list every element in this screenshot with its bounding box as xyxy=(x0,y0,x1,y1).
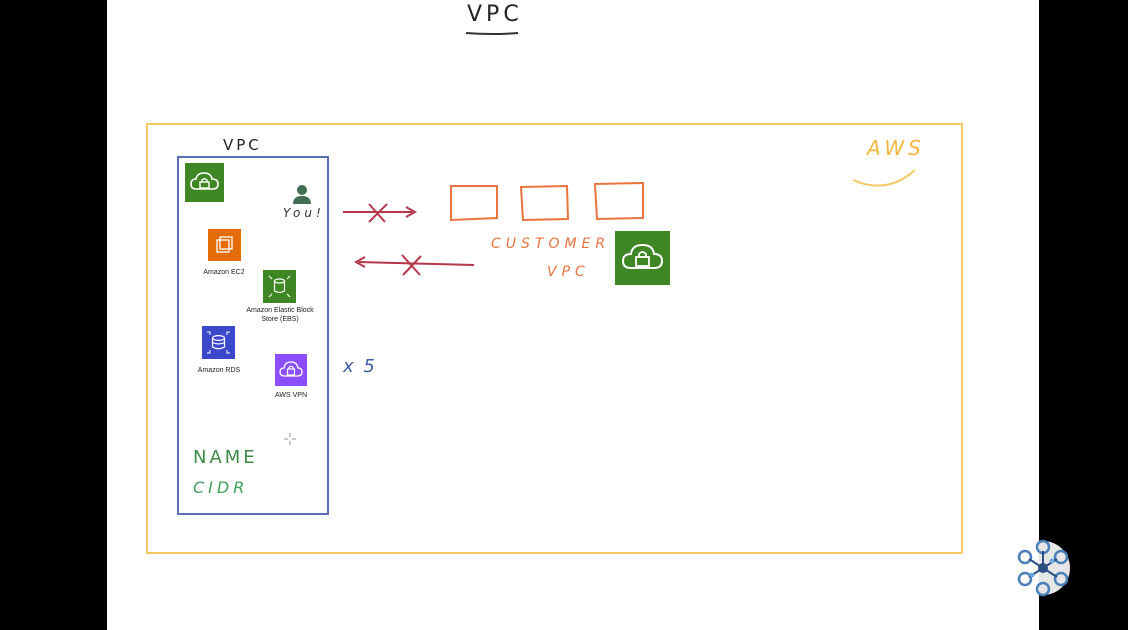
ec2-icon xyxy=(208,229,241,261)
aws-underline xyxy=(852,169,916,187)
aws-label: AWS xyxy=(867,136,925,160)
title-underline xyxy=(465,32,519,35)
rds-icon xyxy=(202,326,235,359)
vpn-label: AWS VPN xyxy=(274,392,308,399)
ebs-icon xyxy=(263,270,296,303)
ebs-label: Amazon Elastic Block Store (EBS) xyxy=(246,307,314,323)
rds-label: Amazon RDS xyxy=(197,367,241,374)
customer-box-1 xyxy=(450,185,498,222)
diagram-lines xyxy=(146,32,963,554)
customer-label: CUSTOMER xyxy=(491,236,611,252)
customer-box-3 xyxy=(593,181,644,221)
you-label: You! xyxy=(283,206,325,220)
cursor-crosshair xyxy=(284,433,296,445)
arrow-from-customer xyxy=(358,261,475,266)
vpn-icon xyxy=(275,354,307,386)
ec2-label: Amazon EC2 xyxy=(203,269,245,276)
arrow-left-cross xyxy=(401,254,422,276)
vpc-box-label: VPC xyxy=(223,136,262,154)
vpc-cloud-lock-icon xyxy=(185,163,224,202)
page-title: VPC xyxy=(467,2,523,27)
network-logo-icon xyxy=(1012,537,1074,599)
customer-box-2 xyxy=(519,184,570,222)
vpc-boundary xyxy=(177,156,329,515)
aws-boundary xyxy=(146,123,963,554)
customer-vpc-label: VPC xyxy=(547,264,590,280)
cidr-label: CIDR xyxy=(193,478,249,497)
user-icon xyxy=(291,183,313,205)
arrow-right-cross xyxy=(368,203,388,223)
whiteboard-canvas: VPC AWS VPC xyxy=(107,0,1039,630)
customer-vpc-cloud-lock-icon xyxy=(615,231,670,285)
multiplier-label: x 5 xyxy=(343,356,377,377)
name-label: NAME xyxy=(193,447,258,468)
